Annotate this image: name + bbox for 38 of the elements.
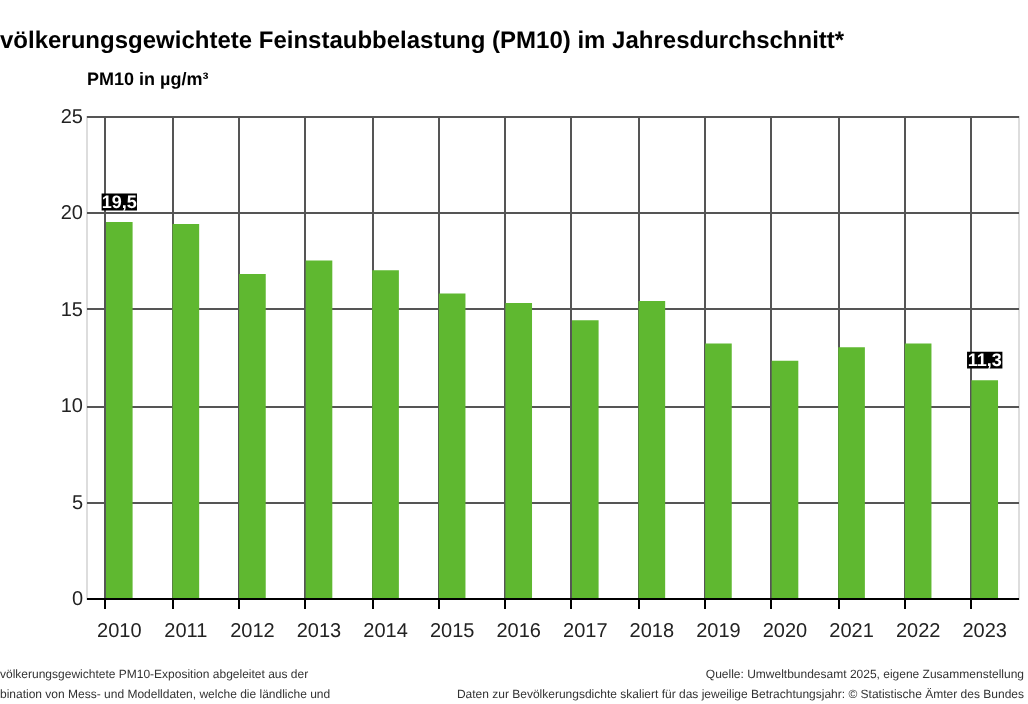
bar <box>505 303 533 598</box>
x-tick-label: 2013 <box>296 621 343 643</box>
bar <box>638 301 666 598</box>
x-tick-label: 2018 <box>629 621 675 643</box>
x-tick-label: 2020 <box>762 621 809 643</box>
x-tick-label: 2014 <box>363 621 409 643</box>
bar <box>971 380 999 598</box>
bar <box>105 222 133 598</box>
x-tick-label: 2011 <box>164 621 209 643</box>
x-tick-label: 2016 <box>496 621 542 643</box>
y-tick-label: 20 <box>60 203 84 226</box>
bar <box>904 343 932 598</box>
y-tick-label: 0 <box>71 589 84 611</box>
y-axis-title: PM10 in µg/m³ <box>87 69 209 89</box>
data-label: 11,3 <box>967 350 1002 371</box>
bar <box>771 360 799 598</box>
bar <box>705 343 732 598</box>
x-tick-label: 2017 <box>563 621 609 643</box>
x-tick-label: 2022 <box>895 621 942 643</box>
x-tick-label: 2012 <box>230 621 276 643</box>
x-tick-label: 2015 <box>429 621 476 643</box>
chart-title: völkerungsgewichtete Feinstaubbelastung (PM10) im Jahresdurchschnitt* <box>0 26 845 54</box>
data-label: 19,5 <box>101 192 137 213</box>
bar <box>172 223 200 598</box>
bar <box>239 274 266 598</box>
x-tick-label: 2010 <box>97 621 143 643</box>
x-tick-label: 2021 <box>829 621 875 643</box>
bar <box>571 320 599 598</box>
y-tick-label: 10 <box>60 396 84 419</box>
x-tick-label: 2023 <box>962 621 1008 643</box>
y-tick-label: 5 <box>71 492 84 515</box>
y-tick-label: 15 <box>60 299 84 322</box>
x-tick-label: 2019 <box>696 621 742 643</box>
bar <box>838 347 865 598</box>
y-tick-label: 25 <box>60 107 84 129</box>
bar <box>438 293 466 598</box>
bar <box>305 260 333 598</box>
bar <box>372 270 399 598</box>
